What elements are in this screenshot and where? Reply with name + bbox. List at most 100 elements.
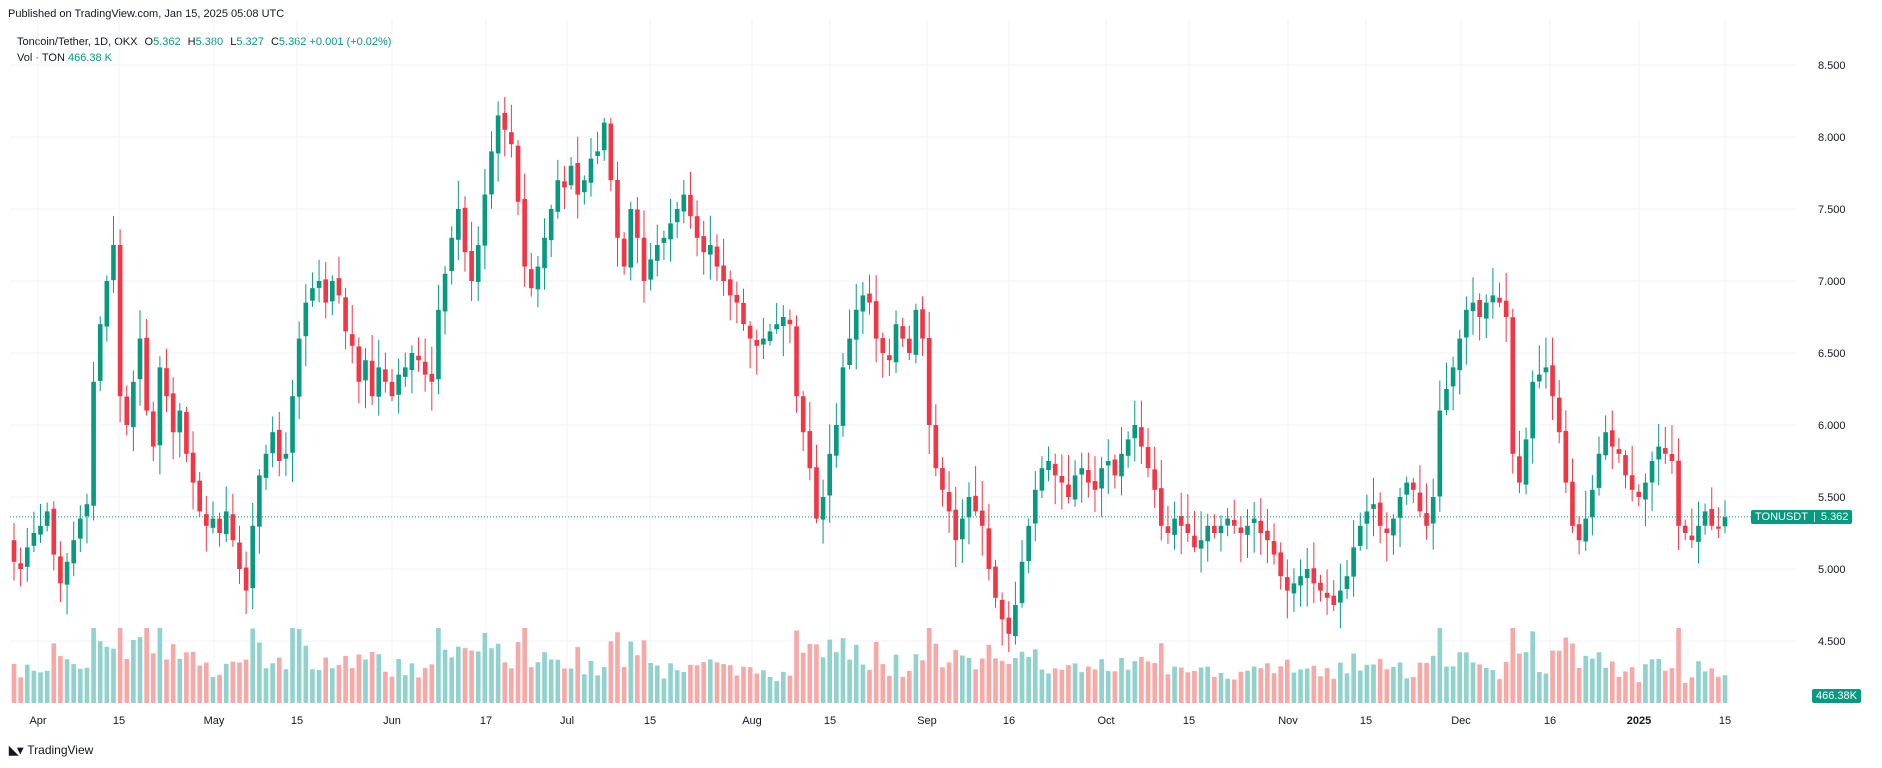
volume-bar: [913, 654, 919, 703]
volume-bar: [1649, 659, 1655, 703]
candle-body: [124, 396, 130, 425]
candle-body: [1152, 469, 1157, 490]
volume-bar: [442, 649, 448, 703]
x-tick-label: Jul: [560, 715, 574, 727]
candle-body: [1410, 482, 1416, 490]
volume-bar: [1371, 664, 1376, 703]
y-tick-label: 7.500: [1818, 204, 1846, 216]
volume-bar: [323, 657, 329, 703]
candle-body: [1245, 525, 1250, 535]
volume-bar: [77, 668, 83, 703]
volume-bar: [1338, 662, 1343, 703]
candle-body: [708, 245, 713, 255]
candle-body: [18, 563, 23, 569]
candle-body: [237, 542, 242, 569]
volume-bar: [754, 673, 760, 703]
candle-body: [1530, 381, 1535, 439]
x-tick-label: Nov: [1278, 715, 1298, 727]
y-tick-label: 8.500: [1818, 60, 1846, 72]
x-tick-label: 15: [824, 715, 836, 727]
volume-bar: [794, 630, 799, 703]
candle-body: [774, 324, 779, 330]
volume-bar: [343, 655, 348, 703]
candle-body: [1099, 468, 1104, 489]
volume-bar: [1092, 669, 1098, 703]
candle-body: [283, 453, 289, 459]
y-tick-label: 5.500: [1818, 492, 1846, 504]
volume-bar: [1530, 631, 1535, 703]
volume-bar: [734, 675, 740, 703]
volume-bar: [1523, 652, 1529, 703]
volume-bar: [568, 668, 574, 703]
volume-bar: [84, 667, 90, 703]
volume-bar: [117, 628, 123, 703]
volume-bar: [230, 661, 236, 703]
candle-body: [1019, 561, 1025, 604]
volume-bar: [24, 664, 30, 703]
volume-bar: [257, 642, 262, 703]
candle-body: [555, 180, 561, 212]
volume-label[interactable]: Vol · TON: [17, 52, 65, 64]
volume-bar: [58, 656, 63, 703]
candle-body: [1046, 461, 1051, 471]
volume-bar: [595, 675, 600, 703]
high-value: 5.380: [195, 36, 224, 48]
candle-body: [1391, 518, 1396, 536]
volume-bar: [1192, 670, 1197, 703]
volume-bar: [1251, 666, 1257, 703]
candle-body: [920, 309, 925, 339]
candle-body: [1716, 526, 1721, 529]
volume-bar: [1682, 682, 1688, 703]
candle-body: [257, 475, 262, 527]
candle-body: [422, 361, 428, 375]
volume-bar: [336, 665, 342, 703]
candle-body: [1722, 517, 1728, 527]
volume-bar: [1271, 673, 1277, 703]
candle-body: [787, 319, 793, 325]
volume-bar: [1669, 668, 1675, 703]
volume-bar: [1450, 666, 1456, 703]
volume-bar: [542, 652, 547, 703]
candle-body: [1105, 461, 1111, 466]
candle-body: [1278, 552, 1283, 577]
candle-body: [475, 245, 481, 282]
volume-bar: [456, 646, 461, 703]
candle-body: [217, 518, 222, 533]
volume-bar: [999, 660, 1005, 703]
y-tick-label: 7.000: [1818, 276, 1846, 288]
y-tick-label: 4.500: [1818, 636, 1846, 648]
volume-bar: [1517, 653, 1522, 703]
candle-body: [164, 368, 169, 397]
close-label: C: [270, 36, 279, 48]
x-tick-label: May: [204, 715, 225, 727]
volume-bar: [1510, 628, 1516, 703]
candle-body: [860, 295, 866, 312]
volume-bar: [1603, 667, 1608, 703]
candle-body: [416, 355, 421, 361]
volume-bar: [787, 675, 793, 703]
candle-body: [741, 302, 746, 325]
candle-body: [933, 424, 939, 469]
candle-body: [661, 237, 667, 243]
volume-bar: [283, 669, 289, 703]
volume-bar: [674, 670, 680, 703]
candle-body: [210, 518, 216, 528]
volume-bar: [555, 659, 561, 703]
symbol-name[interactable]: Toncoin/Tether, 1D, OKX: [17, 36, 138, 48]
x-tick-label: 16: [1544, 715, 1556, 727]
candle-body: [323, 279, 329, 303]
volume-bar: [157, 628, 163, 703]
volume-bar: [436, 628, 441, 703]
tradingview-brand[interactable]: ◣▾ TradingView: [9, 743, 93, 757]
volume-bar: [1623, 671, 1628, 703]
volume-bar: [1609, 661, 1615, 703]
volume-bar: [1351, 653, 1356, 703]
candle-body: [1072, 475, 1078, 500]
candle-body: [24, 547, 30, 567]
volume-bar: [1437, 628, 1443, 703]
volume-bar: [489, 648, 494, 703]
volume-bar: [840, 638, 846, 703]
candle-body: [986, 528, 992, 569]
candle-body: [900, 326, 905, 339]
